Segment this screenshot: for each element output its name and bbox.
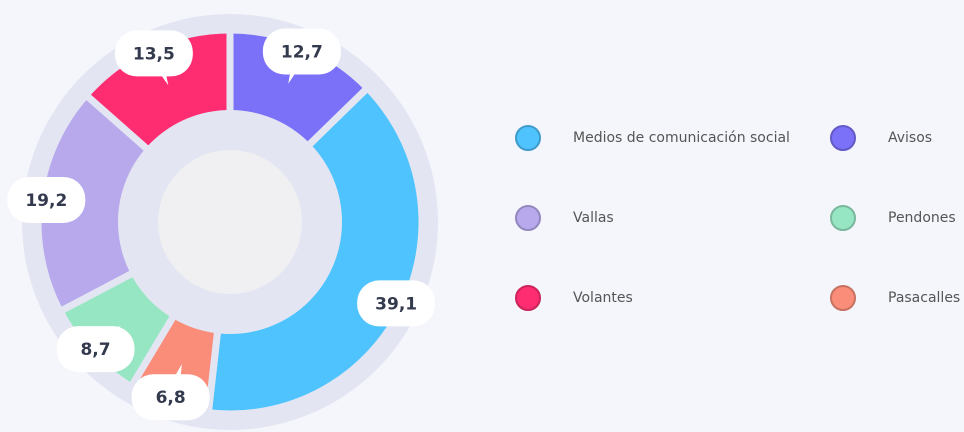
legend-swatch	[515, 285, 541, 311]
legend-label: Medios de comunicación social	[573, 130, 790, 146]
value-label: 39,1	[375, 294, 417, 314]
legend-label: Vallas	[573, 210, 614, 226]
legend-label: Pendones	[888, 210, 956, 226]
value-label: 6,8	[156, 388, 186, 408]
legend-label: Volantes	[573, 290, 633, 306]
legend-swatch	[830, 125, 856, 151]
label-box	[56, 326, 135, 373]
legend-swatch	[830, 285, 856, 311]
legend-swatch	[515, 125, 541, 151]
value-label: 13,5	[133, 44, 175, 64]
label-box	[357, 280, 436, 327]
label-box	[262, 28, 341, 75]
label-box	[114, 30, 193, 77]
value-label: 19,2	[25, 191, 67, 211]
value-label: 8,7	[80, 340, 110, 360]
legend-swatch	[830, 205, 856, 231]
legend-label: Pasacalles	[888, 290, 960, 306]
donut-center	[158, 150, 302, 294]
value-label: 12,7	[281, 43, 323, 63]
legend-swatch	[515, 205, 541, 231]
label-box	[7, 176, 86, 223]
label-box	[131, 374, 210, 421]
legend-label: Avisos	[888, 130, 932, 146]
